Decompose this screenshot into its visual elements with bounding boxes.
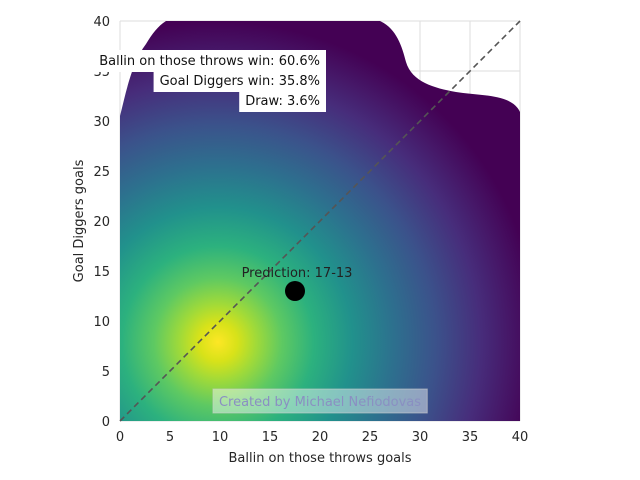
probability-box-0: Ballin on those throws win: 60.6% <box>93 50 326 72</box>
probability-text-0: Ballin on those throws win: 60.6% <box>99 54 320 69</box>
x-tick-label-2: 10 <box>212 430 229 445</box>
x-tick-label-8: 40 <box>512 430 529 445</box>
prediction-point <box>285 281 305 301</box>
y-tick-label-2: 10 <box>93 315 110 330</box>
y-tick-label-6: 30 <box>93 115 110 130</box>
x-tick-label-0: 0 <box>116 430 124 445</box>
x-axis: 0 5 10 15 20 25 30 35 40 <box>116 430 528 445</box>
diagonal-line <box>119 20 521 422</box>
y-tick-label-8: 40 <box>93 15 110 30</box>
prediction-label: Prediction: 17-13 <box>242 266 353 281</box>
x-tick-label-3: 15 <box>262 430 279 445</box>
probability-text-2: Draw: 3.6% <box>245 94 320 109</box>
x-tick-label-4: 20 <box>312 430 329 445</box>
y-tick-label-5: 25 <box>93 165 110 180</box>
y-tick-label-1: 5 <box>102 365 110 380</box>
credit-box: Created by Michael Nefiodovas <box>212 388 428 414</box>
y-tick-label-3: 15 <box>93 265 110 280</box>
x-axis-label: Ballin on those throws goals <box>228 451 411 466</box>
credit-text: Created by Michael Nefiodovas <box>219 395 421 410</box>
probability-annotations: Ballin on those throws win: 60.6% Goal Di… <box>93 50 326 112</box>
probability-box-1: Goal Diggers win: 35.8% <box>153 70 326 92</box>
x-tick-label-1: 5 <box>166 430 174 445</box>
x-tick-label-7: 35 <box>462 430 479 445</box>
y-tick-label-0: 0 <box>102 415 110 430</box>
y-tick-label-4: 20 <box>93 215 110 230</box>
x-tick-label-6: 30 <box>412 430 429 445</box>
probability-text-1: Goal Diggers win: 35.8% <box>160 74 320 89</box>
y-axis-label: Goal Diggers goals <box>72 159 87 282</box>
x-tick-label-5: 25 <box>362 430 379 445</box>
probability-box-2: Draw: 3.6% <box>239 90 326 112</box>
